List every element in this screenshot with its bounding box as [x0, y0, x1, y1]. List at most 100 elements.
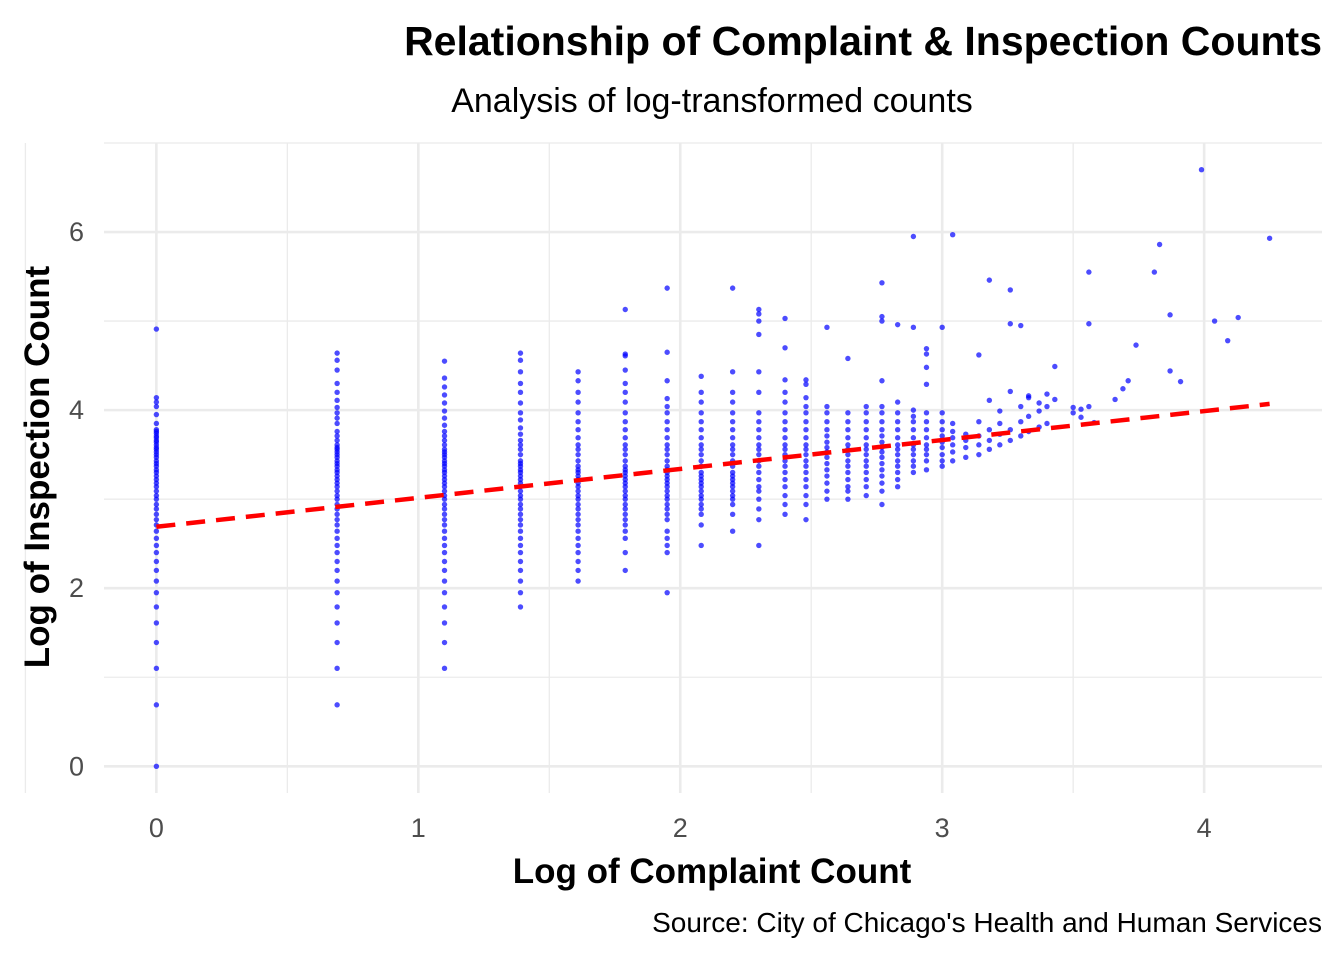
data-point [664, 378, 670, 384]
data-point [1086, 321, 1092, 327]
data-point [729, 442, 736, 448]
data-point [1036, 400, 1042, 406]
data-point [153, 420, 160, 427]
data-point [879, 454, 885, 461]
data-point [517, 492, 524, 499]
data-point [939, 324, 945, 331]
data-point [803, 442, 809, 448]
data-point [729, 389, 736, 396]
data-point [910, 463, 917, 469]
data-point [698, 389, 704, 396]
data-point [153, 492, 160, 499]
data-point [803, 476, 809, 483]
data-point [517, 578, 524, 584]
data-point [1086, 269, 1092, 275]
data-point [698, 427, 704, 433]
data-point [1044, 420, 1050, 427]
data-point [441, 408, 448, 414]
data-point [1235, 314, 1241, 321]
data-point [910, 446, 917, 453]
data-point [1025, 393, 1032, 399]
data-point [698, 506, 704, 512]
data-point [334, 639, 340, 646]
data-point [923, 467, 930, 473]
data-point [153, 394, 160, 401]
data-point [622, 567, 628, 574]
data-point [153, 506, 160, 512]
data-point [729, 511, 736, 518]
data-point [986, 427, 993, 433]
data-point [698, 469, 704, 476]
data-point [441, 446, 448, 453]
y-tick-label: 4 [69, 395, 84, 425]
data-point [824, 467, 830, 473]
y-axis-label: Log of Inspection Count [18, 265, 57, 668]
data-point [894, 446, 901, 453]
data-point [153, 702, 160, 708]
x-axis-label: Log of Complaint Count [513, 852, 912, 891]
data-point [664, 427, 670, 433]
data-point [756, 488, 762, 494]
data-point [910, 418, 917, 425]
data-point [923, 381, 930, 388]
data-point [879, 418, 885, 425]
data-point [153, 567, 160, 574]
data-point [664, 542, 670, 549]
data-point [517, 417, 524, 423]
data-point [517, 516, 524, 523]
data-point [863, 410, 869, 416]
data-point [517, 506, 524, 512]
chart-caption: Source: City of Chicago's Health and Hum… [652, 907, 1322, 938]
data-point [782, 483, 788, 490]
data-point [153, 411, 160, 418]
data-point [863, 492, 869, 499]
data-point [575, 511, 581, 518]
data-point [622, 535, 628, 542]
data-point [441, 528, 448, 534]
data-point [622, 501, 628, 508]
data-point [894, 442, 901, 448]
data-point [517, 458, 524, 464]
data-point [517, 549, 524, 556]
data-point [698, 442, 704, 448]
data-point [334, 389, 340, 396]
data-point [334, 558, 340, 565]
data-point [622, 389, 628, 396]
data-point [923, 410, 930, 416]
data-point [622, 511, 628, 518]
data-point [441, 535, 448, 542]
data-point [441, 442, 448, 448]
data-point [334, 542, 340, 549]
data-point [803, 458, 809, 464]
trend-line [156, 401, 1270, 530]
data-point [923, 446, 930, 453]
data-point [923, 345, 930, 352]
data-point [153, 427, 160, 433]
data-point [698, 522, 704, 528]
data-point [782, 511, 788, 518]
data-point [334, 350, 340, 356]
data-point [664, 458, 670, 464]
data-point [729, 435, 736, 441]
data-point [1018, 322, 1024, 329]
data-point [756, 516, 762, 523]
data-point [879, 473, 885, 479]
data-point [517, 350, 524, 356]
data-point [756, 451, 762, 458]
data-point [1007, 287, 1013, 293]
data-point [879, 378, 885, 384]
data-point [441, 422, 448, 428]
data-point [910, 469, 917, 476]
data-point [782, 476, 788, 483]
data-point [894, 458, 901, 464]
data-point [575, 410, 581, 416]
x-tick-label: 1 [411, 813, 426, 843]
data-point [153, 535, 160, 542]
data-point [976, 352, 982, 358]
data-point [575, 535, 581, 542]
data-point [845, 488, 851, 494]
data-point [153, 511, 160, 518]
data-point [441, 578, 448, 584]
data-point [756, 369, 762, 375]
data-point [894, 427, 901, 433]
